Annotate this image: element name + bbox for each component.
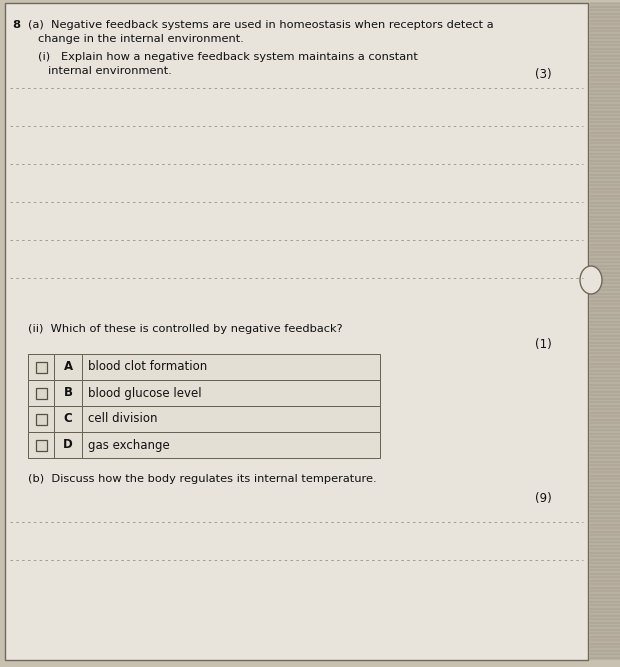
Bar (35, 440, 46, 450)
Bar (54, 354, 82, 380)
Text: C: C (64, 412, 73, 426)
Text: cell division: cell division (88, 412, 157, 426)
Bar (28, 432, 380, 458)
Text: (b)  Discuss how the body regulates its internal temperature.: (b) Discuss how the body regulates its i… (28, 474, 376, 484)
Text: (a)  Negative feedback systems are used in homeostasis when receptors detect a: (a) Negative feedback systems are used i… (28, 20, 494, 30)
Bar (54, 406, 82, 432)
Bar (28, 406, 54, 432)
Text: (1): (1) (535, 338, 552, 351)
Text: (3): (3) (535, 68, 552, 81)
Text: A: A (63, 360, 73, 374)
Bar (28, 406, 380, 432)
Text: gas exchange: gas exchange (88, 438, 170, 452)
Text: blood clot formation: blood clot formation (88, 360, 207, 374)
Bar (28, 380, 380, 406)
Bar (54, 432, 82, 458)
Text: change in the internal environment.: change in the internal environment. (38, 34, 244, 44)
Text: 8: 8 (12, 20, 20, 30)
Text: B: B (63, 386, 73, 400)
Text: internal environment.: internal environment. (48, 66, 172, 76)
Bar (590, 3, 620, 660)
Bar (28, 354, 380, 380)
Bar (28, 432, 54, 458)
Text: (i)   Explain how a negative feedback system maintains a constant: (i) Explain how a negative feedback syst… (38, 52, 418, 62)
Bar (28, 354, 54, 380)
Text: D: D (63, 438, 73, 452)
Bar (35, 388, 46, 398)
Text: blood glucose level: blood glucose level (88, 386, 202, 400)
Bar (35, 362, 46, 372)
Text: (9): (9) (535, 492, 552, 505)
Bar (28, 380, 54, 406)
Ellipse shape (580, 266, 602, 294)
Text: (ii)  Which of these is controlled by negative feedback?: (ii) Which of these is controlled by neg… (28, 324, 343, 334)
Bar (54, 380, 82, 406)
Bar (35, 414, 46, 424)
